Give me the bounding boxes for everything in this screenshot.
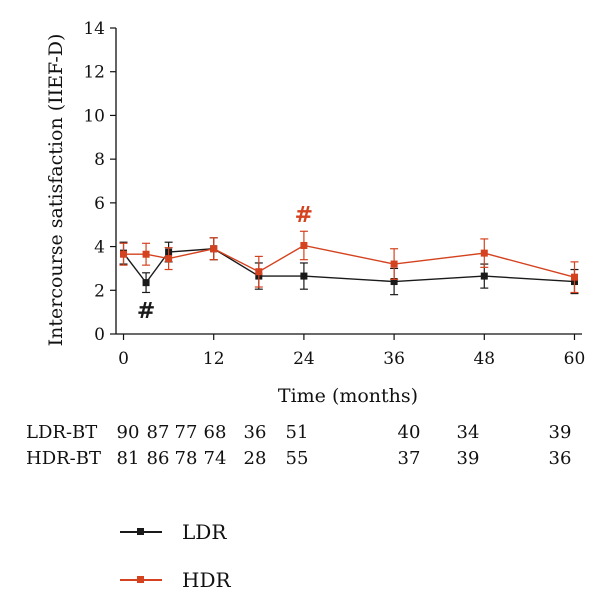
x-tick-label: 60 bbox=[564, 349, 586, 369]
data-point-ldr bbox=[480, 272, 488, 280]
y-tick-label: 10 bbox=[83, 106, 105, 126]
legend-label: LDR bbox=[182, 520, 227, 544]
data-point-hdr bbox=[210, 245, 218, 253]
at-risk-value: 77 bbox=[174, 422, 198, 443]
x-axis-title: Time (months) bbox=[278, 385, 418, 407]
legend: LDR HDR bbox=[120, 508, 231, 604]
y-tick-label: 2 bbox=[94, 281, 105, 301]
at-risk-value: 74 bbox=[203, 448, 227, 469]
at-risk-value: 40 bbox=[397, 422, 421, 443]
data-point-ldr bbox=[142, 279, 150, 287]
legend-item-hdr: HDR bbox=[120, 556, 231, 604]
at-risk-value: 37 bbox=[397, 448, 421, 469]
at-risk-value: 87 bbox=[146, 422, 170, 443]
data-point-hdr bbox=[120, 250, 128, 258]
at-risk-value: 36 bbox=[548, 448, 572, 469]
y-tick-label: 0 bbox=[94, 325, 105, 345]
at-risk-value: 34 bbox=[456, 422, 480, 443]
x-tick-label: 12 bbox=[203, 349, 225, 369]
at-risk-value: 36 bbox=[243, 422, 267, 443]
at-risk-row-ldr: LDR-BT 90 87 77 68 36 51 40 34 39 bbox=[0, 422, 600, 448]
y-axis-title: Intercourse satisfaction (IIEF-D) bbox=[45, 34, 67, 347]
y-tick-label: 12 bbox=[83, 63, 105, 83]
at-risk-value: 55 bbox=[285, 448, 309, 469]
at-risk-value: 39 bbox=[456, 448, 480, 469]
at-risk-value: 28 bbox=[243, 448, 267, 469]
at-risk-value: 51 bbox=[285, 422, 309, 443]
data-point-hdr bbox=[390, 260, 398, 268]
at-risk-row-hdr: HDR-BT 81 86 78 74 28 55 37 39 36 bbox=[0, 448, 600, 474]
data-point-hdr bbox=[480, 249, 488, 257]
data-point-hdr bbox=[142, 250, 150, 258]
at-risk-value: 78 bbox=[174, 448, 198, 469]
data-point-hdr bbox=[570, 273, 578, 281]
at-risk-value: 68 bbox=[203, 422, 227, 443]
data-point-hdr bbox=[255, 268, 263, 276]
y-tick-label: 14 bbox=[83, 19, 105, 39]
y-tick-label: 6 bbox=[94, 194, 105, 214]
number-at-risk-table: LDR-BT 90 87 77 68 36 51 40 34 39 HDR-BT 81 86 78 7… bbox=[0, 422, 600, 474]
y-tick-label: 4 bbox=[94, 238, 105, 258]
data-point-hdr bbox=[300, 241, 308, 249]
at-risk-value: 39 bbox=[548, 422, 572, 443]
legend-swatch-hdr bbox=[120, 576, 162, 583]
at-risk-row-label: HDR-BT bbox=[26, 448, 101, 469]
at-risk-value: 86 bbox=[146, 448, 170, 469]
x-tick-label: 24 bbox=[293, 349, 315, 369]
significance-marker: # bbox=[137, 299, 155, 324]
legend-label: HDR bbox=[182, 568, 231, 592]
y-tick-label: 8 bbox=[94, 150, 105, 170]
legend-item-ldr: LDR bbox=[120, 508, 231, 556]
legend-swatch-ldr bbox=[120, 528, 162, 535]
significance-marker: # bbox=[295, 203, 313, 228]
x-tick-label: 0 bbox=[118, 349, 129, 369]
x-tick-label: 36 bbox=[383, 349, 405, 369]
data-point-ldr bbox=[390, 278, 398, 286]
at-risk-value: 81 bbox=[116, 448, 140, 469]
at-risk-row-label: LDR-BT bbox=[26, 422, 98, 443]
at-risk-value: 90 bbox=[116, 422, 140, 443]
x-tick-label: 48 bbox=[473, 349, 495, 369]
data-point-hdr bbox=[165, 255, 173, 263]
data-point-ldr bbox=[300, 272, 308, 280]
